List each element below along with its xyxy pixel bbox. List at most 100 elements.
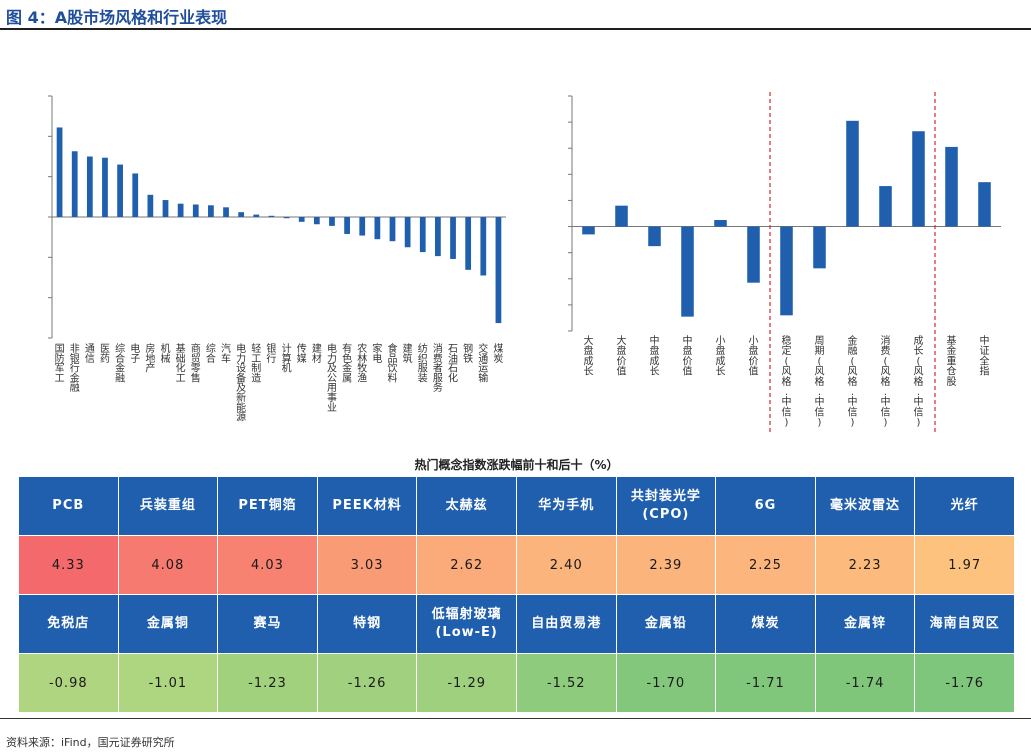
bar	[56, 127, 63, 217]
bar	[435, 217, 441, 257]
bar	[283, 217, 290, 219]
x-tick-label: 钢铁	[463, 342, 473, 365]
x-tick-label: 商贸零售	[191, 342, 201, 384]
x-tick-label: 房地产	[145, 342, 155, 375]
x-tick-label: 石油石化	[448, 344, 458, 384]
concept-value-cell: 3.03	[316, 535, 418, 595]
bar	[238, 212, 245, 217]
concept-name-cell: 海南自贸区	[914, 594, 1015, 654]
concept-name-cell: PET铜箔	[217, 476, 318, 536]
bottom-names-row: 免税店 金属铜 赛马 特钢 低辐射玻璃 (Low-E) 自由贸易港 金属铅 煤炭 金属锌 海南自贸…	[18, 594, 1015, 654]
bar	[71, 151, 78, 217]
bar	[86, 156, 93, 217]
bar	[465, 217, 472, 270]
bottom-values-row: -0.98 -1.01 -1.23 -1.26 -1.29 -1.52 -1.70 -1.71…	[18, 653, 1015, 713]
x-tick-label: 稳定(风格.中信)	[782, 334, 792, 429]
bar	[223, 207, 229, 217]
bar	[480, 217, 487, 276]
bar	[389, 217, 396, 242]
x-tick-label: 周期(风格.中信)	[815, 335, 825, 429]
bar	[714, 220, 727, 227]
style-bar-chart: 大盘成长 大盘价值 中盘成长 中盘价值 小盘成长 小盘价值 稳定(风格.中信) 周期(风格.中…	[568, 92, 1001, 432]
concept-value-cell: 2.62	[416, 535, 517, 595]
x-tick-label: 传媒	[297, 343, 307, 365]
bar	[298, 217, 305, 222]
x-tick-label: 计算机	[282, 342, 292, 375]
concept-name-cell: PEEK材料	[316, 476, 418, 536]
concept-name-cell: 煤炭	[715, 594, 816, 654]
x-tick-label: 汽车	[221, 342, 231, 365]
x-tick-label: 煤炭	[493, 342, 503, 365]
concept-name-cell: PCB	[18, 476, 119, 536]
bar	[813, 226, 826, 269]
x-tick-label: 机械	[161, 342, 171, 365]
bar	[162, 200, 169, 217]
x-tick-label: 小盘价值	[749, 335, 759, 378]
x-tick-label: 大盘成长	[584, 334, 594, 378]
bar	[582, 226, 595, 235]
figure-title: 图 4：A股市场风格和行业表现	[6, 8, 228, 27]
concept-name-cell: 6G	[715, 476, 816, 536]
bar	[208, 205, 214, 217]
concept-name-cell: 金属锌	[814, 594, 916, 654]
concept-value-cell: 2.23	[814, 535, 916, 595]
concept-name-cell: 毫米波雷达	[814, 476, 916, 536]
concept-value-cell: -1.29	[416, 653, 517, 713]
concept-value-cell: 1.97	[914, 535, 1015, 595]
bar	[147, 194, 154, 217]
industry-bar-chart: 国防军工非银行金融通信医药综合金融电子房地产机械基础化工商贸零售综合汽车电力设备…	[48, 95, 506, 424]
concept-value-cell: 4.33	[18, 535, 119, 595]
bar	[404, 217, 411, 248]
x-tick-label: 金融(风格.中信)	[848, 334, 858, 429]
bar	[846, 120, 859, 227]
x-tick-label: 家电	[372, 342, 382, 365]
x-tick-label: 中盘成长	[650, 334, 660, 378]
bar	[132, 173, 139, 217]
x-tick-label: 基金重仓股	[947, 334, 957, 388]
x-tick-label: 通信	[85, 343, 95, 365]
top-names-row: PCB 兵装重组 PET铜箔 PEEK材料 太赫兹 华为手机 共封装光学 (CPO) 6G 毫米…	[18, 476, 1015, 536]
concept-name-cell: 共封装光学 (CPO)	[615, 476, 717, 536]
concept-name-cell: 金属铜	[117, 594, 219, 654]
x-tick-label: 交通运输	[478, 342, 488, 384]
bar	[978, 182, 991, 227]
bar	[192, 204, 199, 217]
bar	[117, 164, 123, 217]
bar	[344, 217, 350, 234]
concept-name-cell: 太赫兹	[416, 476, 517, 536]
x-tick-label: 有色金属	[342, 342, 352, 384]
x-tick-label: 非银行金融	[70, 343, 80, 394]
concept-value-cell: -1.76	[914, 653, 1015, 713]
concept-value-cell: -1.26	[316, 653, 418, 713]
concept-value-cell: 2.39	[615, 535, 717, 595]
concept-value-cell: -0.98	[18, 653, 119, 713]
bar	[648, 226, 661, 247]
x-tick-label: 电力及公用事业	[327, 342, 337, 414]
bar	[780, 226, 793, 316]
concept-name-cell: 赛马	[217, 594, 318, 654]
concept-value-cell: -1.52	[515, 653, 617, 713]
x-tick-label: 建筑	[403, 342, 413, 365]
bar	[615, 205, 628, 227]
x-tick-label: 小盘成长	[716, 335, 726, 378]
concept-table-container: 热门概念指数涨跌幅前十和后十（%） PCB 兵装重组 PET铜箔 PEEK材料 太赫兹华…	[18, 454, 1015, 713]
title-rule	[0, 28, 1031, 30]
concept-name-cell: 自由贸易港	[515, 594, 617, 654]
top-values-row: 4.33 4.08 4.03 3.03 2.62 2.40 2.39 2.25 2.23 1.97	[18, 535, 1015, 595]
x-tick-label: 电力设备及新能源	[236, 342, 246, 424]
bar	[945, 146, 958, 227]
concept-name-cell: 特钢	[316, 594, 418, 654]
x-tick-label: 医药	[100, 343, 110, 365]
concept-value-cell: 2.40	[515, 535, 617, 595]
concept-value-cell: 4.08	[117, 535, 219, 595]
x-tick-label: 消费者服务	[433, 342, 443, 394]
x-tick-label: 轻工制造	[251, 342, 261, 384]
bar	[329, 217, 335, 226]
bar	[359, 217, 366, 236]
concept-name-cell: 低辐射玻璃 (Low-E)	[416, 594, 517, 654]
x-tick-label: 纺织服装	[418, 342, 428, 384]
bar	[450, 217, 456, 259]
x-tick-label: 建材	[312, 342, 322, 365]
concept-value-cell: 2.25	[715, 535, 816, 595]
bar	[374, 217, 381, 240]
